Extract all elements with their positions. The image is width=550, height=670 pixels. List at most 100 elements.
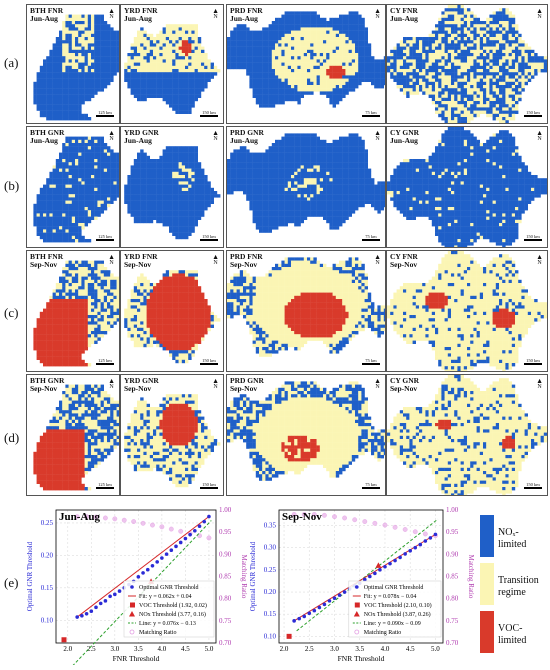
- map-raster: [121, 251, 223, 371]
- legend-swatch-transition: [480, 563, 494, 605]
- north-arrow-icon: ▲N: [374, 378, 381, 390]
- map-panel-season: Sep-Nov: [124, 261, 158, 269]
- optimal-point: [155, 560, 159, 564]
- scale-bar: 75 km: [362, 482, 380, 490]
- chart-title: Sep-Nov: [282, 511, 322, 523]
- x-tick-label: 3.5: [355, 645, 364, 653]
- optimal-point: [328, 599, 332, 603]
- scale-bar-label: 125 km: [96, 482, 114, 487]
- voc-threshold-marker: [62, 637, 67, 642]
- optimal-point: [307, 611, 311, 615]
- matching-ratio-point: [103, 516, 107, 520]
- map-raster: [227, 375, 385, 495]
- optimal-point: [302, 615, 306, 619]
- optimal-point: [94, 606, 98, 610]
- map-raster: [387, 127, 547, 247]
- matching-ratio-point: [150, 523, 154, 527]
- north-arrow-icon: ▲N: [108, 254, 115, 266]
- map-panel-season: Jun-Aug: [390, 137, 419, 145]
- nox-threshold-marker: [375, 562, 381, 568]
- optimal-point: [99, 602, 103, 606]
- north-label: N: [108, 136, 115, 142]
- map-raster: [27, 251, 119, 371]
- legend-label-nox-2: limited: [498, 539, 526, 551]
- scale-bar-label: 150 km: [200, 234, 218, 239]
- scale-bar: 150 km: [200, 482, 218, 490]
- matching-ratio-point: [363, 519, 367, 523]
- optimal-point: [418, 543, 422, 547]
- matching-ratio-point: [373, 521, 377, 525]
- north-label: N: [212, 260, 219, 266]
- scale-bar: 150 km: [524, 358, 542, 366]
- optimal-point: [313, 609, 317, 613]
- legend-label-voc-1: VOC-: [498, 623, 526, 635]
- optimal-point: [169, 548, 173, 552]
- north-label: N: [536, 136, 543, 142]
- map-panel-season: Sep-Nov: [390, 261, 418, 269]
- y2-tick-label: 0.85: [219, 573, 232, 581]
- y2-tick-label: 0.85: [446, 573, 459, 581]
- map-panel-season: Sep-Nov: [230, 261, 263, 269]
- scale-bar-label: 150 km: [524, 110, 542, 115]
- x-tick-label: 4.0: [158, 645, 167, 653]
- legend-marker-voc: [355, 603, 360, 608]
- matching-ratio-point: [352, 518, 356, 522]
- legend-swatch-voc: [480, 611, 494, 653]
- optimal-point: [174, 545, 178, 549]
- y2-tick-label: 0.70: [219, 639, 232, 647]
- y-tick-label: 0.20: [264, 588, 277, 596]
- y2-tick-label: 1.00: [446, 506, 459, 514]
- row-label-a: (a): [4, 55, 18, 71]
- scale-bar-label: 125 km: [96, 110, 114, 115]
- north-arrow-icon: ▲N: [212, 254, 219, 266]
- north-arrow-icon: ▲N: [212, 378, 219, 390]
- scale-bar: 150 km: [524, 482, 542, 490]
- y2-tick-label: 0.90: [219, 550, 232, 558]
- map-raster: [121, 375, 223, 495]
- north-label: N: [212, 384, 219, 390]
- scale-bar: 75 km: [362, 110, 380, 118]
- x-tick-label: 3.0: [110, 645, 119, 653]
- optimal-point: [207, 515, 211, 519]
- north-arrow-icon: ▲N: [108, 130, 115, 142]
- north-label: N: [108, 14, 115, 20]
- optimal-point: [424, 539, 428, 543]
- row-label-b: (b): [4, 178, 19, 194]
- optimal-point: [378, 568, 382, 572]
- optimal-point: [373, 572, 377, 576]
- map-panel-season: Jun-Aug: [30, 15, 63, 23]
- north-arrow-icon: ▲N: [536, 254, 543, 266]
- x-tick-label: 4.5: [181, 645, 190, 653]
- optimal-point: [104, 599, 108, 603]
- x-tick-label: 2.0: [280, 645, 289, 653]
- scale-bar-line: [96, 239, 114, 241]
- scale-bar-line: [200, 363, 218, 365]
- row-label-e: (e): [4, 575, 18, 591]
- north-label: N: [374, 384, 381, 390]
- map-raster: [121, 127, 223, 247]
- north-label: N: [374, 14, 381, 20]
- matching-ratio-point: [179, 529, 183, 533]
- x-axis-label: FNR Threshold: [113, 654, 160, 663]
- scale-bar-line: [524, 363, 542, 365]
- north-arrow-icon: ▲N: [374, 130, 381, 142]
- y-axis-label: Optimal GNR Threshold: [249, 541, 257, 611]
- map-panel-season: Jun-Aug: [390, 15, 418, 23]
- optimal-point: [108, 594, 112, 598]
- scale-bar-line: [200, 115, 218, 117]
- x-tick-label: 5.0: [205, 645, 214, 653]
- optimal-point: [297, 617, 301, 621]
- optimal-point: [333, 596, 337, 600]
- legend-label: Line: y = 0.076x − 0.13: [139, 621, 196, 627]
- map-raster: [227, 251, 385, 371]
- map-panel-season: Sep-Nov: [124, 385, 159, 393]
- legend-label: Fit: y = 0.078x − 0.04: [364, 594, 417, 600]
- scale-bar-line: [362, 115, 380, 117]
- scale-bar: 125 km: [96, 482, 114, 490]
- optimal-point: [393, 559, 397, 563]
